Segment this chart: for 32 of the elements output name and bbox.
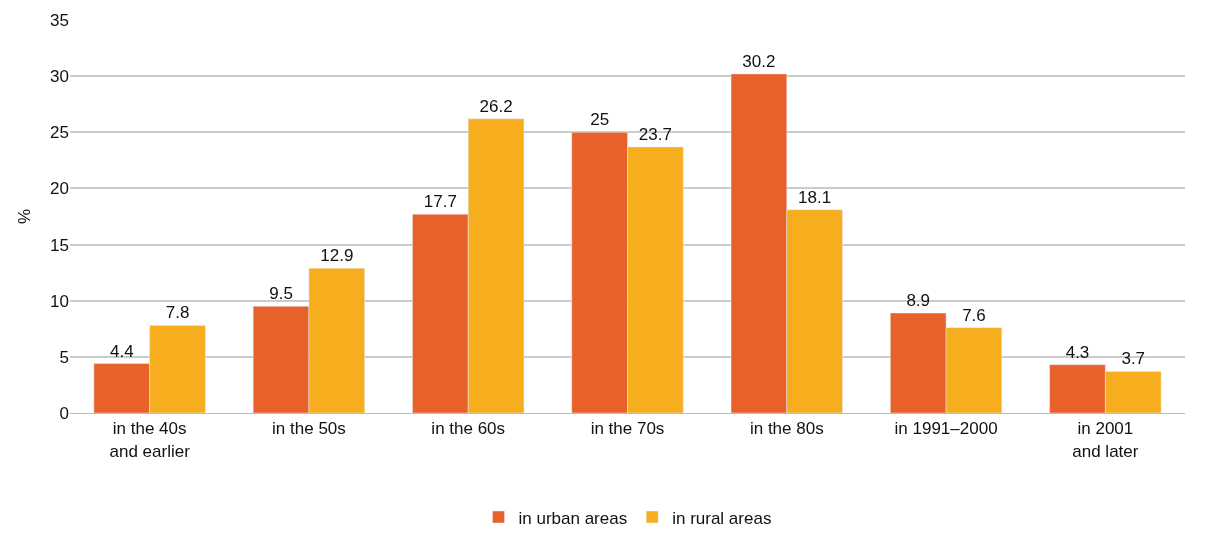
x-tick-label: in 2001 and later [1072,419,1139,461]
data-label: 7.8 [165,303,190,323]
x-tick-label: in the 60s [431,419,506,439]
x-tick-label: in 1991–2000 [894,419,998,439]
legend-label: in urban areas [518,508,628,528]
data-label: 9.5 [269,284,293,304]
data-label: 26.2 [479,96,513,116]
y-tick-label: 30 [50,67,69,87]
y-tick-label: 20 [50,179,69,199]
data-label: 25 [590,110,610,130]
x-tick-label: in the 40s and earlier [109,419,191,461]
data-label: 23.7 [638,124,672,144]
data-label: 18.1 [798,187,832,207]
y-tick-label: 25 [50,123,69,143]
y-tick-label: 15 [50,235,69,255]
data-label: 7.6 [962,305,986,325]
data-label: 4.3 [1065,342,1090,362]
y-axis-title: % [14,208,34,225]
data-label: 4.4 [109,341,134,361]
legend-label: in rural areas [672,508,772,528]
data-label: 30.2 [742,51,776,71]
x-tick-label: in the 80s [749,419,824,439]
x-tick-label: in the 50s [272,419,346,439]
data-label: 12.9 [320,246,354,266]
y-tick-label: 5 [59,347,69,367]
x-tick-label: in the 70s [590,419,665,439]
y-tick-label: 10 [50,291,69,311]
y-tick-label: 35 [50,10,69,30]
data-label: 17.7 [423,192,457,212]
data-label: 3.7 [1121,349,1146,369]
y-tick-label: 0 [59,403,69,423]
data-label: 8.9 [906,291,931,311]
